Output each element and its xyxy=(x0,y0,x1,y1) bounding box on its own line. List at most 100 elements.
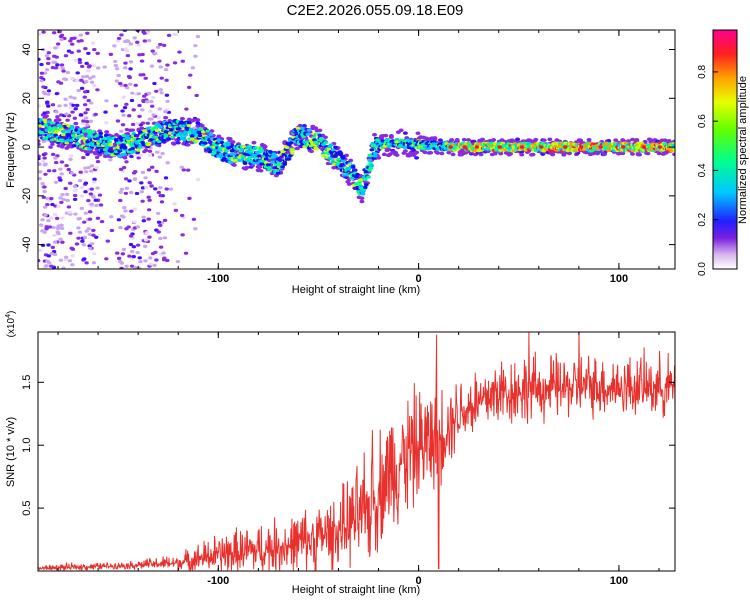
spectrogram-cell xyxy=(126,137,131,141)
spectrogram-cell xyxy=(141,73,146,77)
spectrogram-cell xyxy=(366,175,371,179)
spectrogram-cell xyxy=(75,103,80,107)
spectrogram-cell xyxy=(38,162,42,166)
spectrogram-cell xyxy=(58,167,63,171)
spectrogram-cell xyxy=(87,217,93,221)
spectrogram-cell xyxy=(135,243,141,247)
spectrogram-cell xyxy=(135,121,140,125)
spectrogram-cell xyxy=(394,138,400,142)
spectrogram-cell xyxy=(193,44,198,48)
spectrogram-cell xyxy=(656,151,662,156)
spectrogram-cell xyxy=(91,228,96,232)
spectrogram-cell xyxy=(533,137,539,142)
spectrogram-peak xyxy=(641,145,647,149)
spectrogram-cell xyxy=(42,156,47,160)
spectrogram-cell xyxy=(115,39,121,43)
spectrogram-cell xyxy=(129,154,134,159)
spectrogram-cell xyxy=(77,230,83,234)
spectrogram-cell xyxy=(53,160,59,165)
spectrogram-cell xyxy=(146,168,152,172)
spectrogram-cell xyxy=(50,103,56,107)
spectrogram-cell xyxy=(156,220,162,224)
spectrogram-cell xyxy=(301,124,307,128)
spectrogram-cell xyxy=(46,133,52,137)
colorbar-tick-label: 0.8 xyxy=(697,64,708,78)
spectrogram-cell xyxy=(620,151,626,156)
spectrogram-cell xyxy=(318,136,324,141)
spectrogram-cell xyxy=(113,59,118,64)
spectrogram-cell xyxy=(51,31,57,35)
spectrogram-cell xyxy=(509,138,515,142)
spectrogram-cell xyxy=(133,83,138,87)
spectrogram-cell xyxy=(147,181,152,185)
spectrogram-peak xyxy=(563,145,568,149)
spectrogram-cell xyxy=(160,151,165,156)
spectrogram-cell xyxy=(144,100,150,104)
spectrogram-cell xyxy=(79,64,85,69)
spectrogram-cell xyxy=(144,231,150,235)
spectrogram-cell xyxy=(149,64,155,68)
spectrogram-cell xyxy=(184,107,189,111)
spectrogram-cell xyxy=(104,121,109,125)
spectrogram-cell xyxy=(49,264,54,268)
spectrogram-cell xyxy=(86,129,91,133)
spectrogram-cell xyxy=(179,213,185,218)
spectrogram-cell xyxy=(41,195,46,199)
spectrogram-cell xyxy=(94,235,99,239)
spectrogram-cell xyxy=(149,117,154,121)
spectrogram-cell xyxy=(89,202,94,206)
spectrogram-peak xyxy=(497,145,502,149)
spectrogram-cell xyxy=(42,71,48,75)
spectrogram-cell xyxy=(135,250,140,255)
spectrogram-cell xyxy=(55,63,60,67)
spectrogram-cell xyxy=(91,233,96,237)
spectrogram-cell xyxy=(139,59,145,63)
spectrogram-cell xyxy=(231,152,237,156)
spectrogram-cell xyxy=(407,153,413,158)
spectrogram-cell xyxy=(402,149,408,153)
spectrogram-cell xyxy=(126,74,132,79)
spectrogram-cell xyxy=(107,140,112,144)
spectrogram-cell xyxy=(138,260,143,264)
spectrogram-cell xyxy=(66,133,72,137)
spectrogram-cell xyxy=(94,155,100,159)
spectrogram-cell xyxy=(80,122,85,126)
spectrogram-cell xyxy=(155,150,160,154)
spectrogram-cell xyxy=(146,39,152,43)
spectrogram-cell xyxy=(114,67,120,71)
spectrogram-cell xyxy=(662,142,668,146)
spectrogram-cell xyxy=(163,115,169,120)
spectrogram-cell xyxy=(188,73,193,77)
spectrogram-cell xyxy=(165,161,170,165)
spectrogram-cell xyxy=(148,109,153,113)
spectrogram-cell xyxy=(43,114,49,118)
spectrogram-cell xyxy=(120,252,126,256)
spectrogram-cell xyxy=(645,151,651,156)
spectrogram-cell xyxy=(119,261,125,265)
spectrogram-cell xyxy=(153,51,158,56)
spectrogram-cell xyxy=(135,225,141,229)
colorbar: 0.0 0.2 0.4 0.6 0.8 Normalized spectral ampl… xyxy=(697,29,749,276)
spectrogram-cell xyxy=(172,61,178,65)
spectrogram-cell xyxy=(58,258,64,262)
spectrogram-cell xyxy=(124,128,130,132)
spectrogram-cell xyxy=(152,263,157,267)
spectrogram-cell xyxy=(114,79,119,83)
spectrogram-cell xyxy=(67,210,72,215)
spectrogram-cell xyxy=(56,118,62,122)
spectrogram-cell xyxy=(121,113,126,117)
spectrogram-cell xyxy=(137,53,142,57)
spectrogram-cell xyxy=(73,58,79,62)
spectrogram-cell xyxy=(126,39,131,44)
spectrogram-cell xyxy=(362,178,368,182)
spectrogram-cell xyxy=(93,112,98,116)
spectrogram-cell xyxy=(437,138,443,143)
spectrogram-peak xyxy=(579,145,584,149)
spectrogram-cell xyxy=(163,110,168,114)
spectrogram-cell xyxy=(89,80,95,84)
spectrogram-cell xyxy=(161,43,167,48)
spectrogram-cell xyxy=(164,78,169,82)
spectrogram-cell xyxy=(358,178,364,182)
spectrogram-cell xyxy=(41,85,46,89)
spectrogram-cell xyxy=(158,245,164,249)
